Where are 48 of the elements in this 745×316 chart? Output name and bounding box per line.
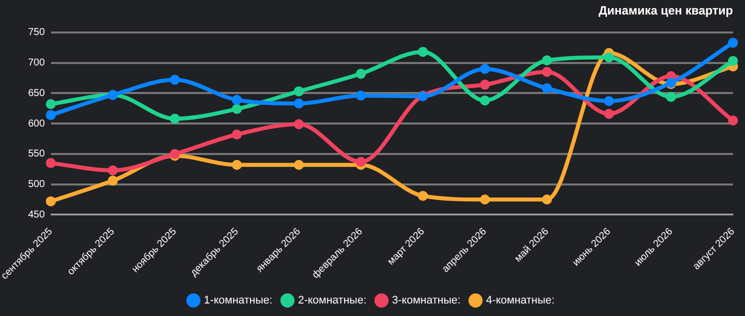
point: [480, 194, 490, 205]
point: [294, 98, 304, 108]
point: [604, 96, 614, 106]
point: [604, 52, 614, 62]
y-tick-label: 700: [28, 58, 46, 69]
point: [666, 92, 676, 102]
point: [232, 94, 242, 105]
point: [46, 110, 56, 120]
point: [108, 165, 118, 176]
point: [232, 129, 242, 140]
point: [356, 90, 366, 101]
point: [356, 68, 366, 79]
point: [46, 196, 56, 206]
point: [542, 194, 552, 205]
chart-title: Динамика цен квартир: [598, 4, 733, 18]
legend-label: 1-комнатные:: [204, 294, 272, 307]
point: [728, 116, 738, 126]
point: [480, 64, 490, 74]
y-tick-label: 650: [28, 88, 46, 99]
point: [542, 66, 552, 77]
point: [728, 38, 738, 48]
legend-label: 3-комнатные:: [392, 294, 461, 307]
point: [46, 158, 56, 168]
point: [356, 156, 366, 167]
point: [542, 55, 552, 66]
y-tick-label: 600: [28, 118, 46, 130]
point: [170, 114, 180, 124]
point: [46, 99, 56, 110]
point: [232, 104, 242, 114]
point: [108, 176, 118, 186]
point: [604, 108, 614, 119]
point: [232, 160, 242, 170]
point: [728, 56, 738, 66]
y-tick-label: 550: [28, 148, 46, 160]
point: [294, 86, 304, 96]
y-tick-label: 450: [28, 209, 46, 220]
point: [480, 80, 490, 90]
y-tick-label: 750: [28, 27, 46, 38]
y-tick-label: 500: [28, 179, 46, 190]
legend-label: 4-комнатные:: [486, 294, 555, 307]
point: [418, 46, 428, 57]
legend-label: 2-комнатные:: [298, 294, 367, 307]
point: [294, 119, 304, 130]
point: [170, 74, 180, 85]
point: [418, 190, 428, 201]
point: [294, 160, 304, 170]
point: [480, 95, 490, 106]
point: [542, 83, 552, 94]
